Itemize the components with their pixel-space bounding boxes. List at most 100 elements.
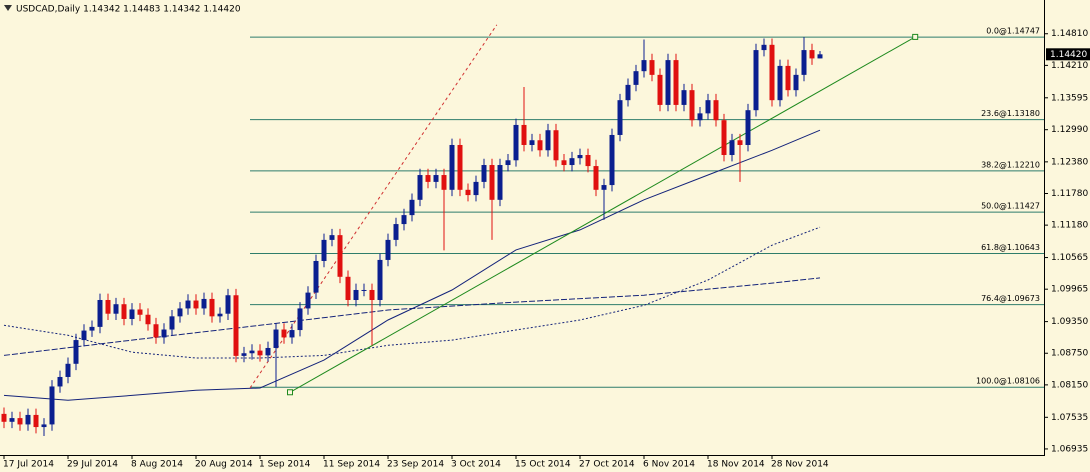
candle-body xyxy=(353,289,359,300)
candle-body xyxy=(457,144,463,190)
y-tick-label: 1.14210 xyxy=(1051,61,1088,71)
overlay-line xyxy=(3,277,821,356)
x-tick-label: 29 Jul 2014 xyxy=(67,460,118,470)
header-icon xyxy=(4,5,12,11)
candle-body xyxy=(49,386,55,425)
x-tick-label: 28 Nov 2014 xyxy=(771,460,829,470)
x-tick-label: 20 Aug 2014 xyxy=(195,460,253,470)
x-tick-label: 11 Sep 2014 xyxy=(323,460,380,470)
candle-body xyxy=(481,165,487,182)
candle-body xyxy=(569,158,575,166)
candle-body xyxy=(657,74,663,105)
candle-body xyxy=(665,60,671,105)
y-tick-label: 1.13595 xyxy=(1051,93,1088,103)
candle-body xyxy=(737,140,743,145)
candle-body xyxy=(297,308,303,331)
candle-body xyxy=(521,124,527,145)
overlay-line xyxy=(249,24,498,389)
x-tick-label: 18 Nov 2014 xyxy=(707,460,765,470)
candle-body xyxy=(113,304,119,314)
candle-body xyxy=(473,181,479,196)
candle-body xyxy=(593,166,599,190)
candle-body xyxy=(689,90,695,121)
candle-body xyxy=(153,324,159,338)
y-tick-label: 1.11780 xyxy=(1051,189,1088,199)
candle-body xyxy=(753,50,759,111)
candle-body xyxy=(545,130,551,151)
overlay-line xyxy=(3,226,821,359)
y-tick-label: 1.10565 xyxy=(1051,253,1088,263)
candle-body xyxy=(449,144,455,190)
candle-body xyxy=(761,44,767,51)
candle-body xyxy=(713,100,719,121)
candle-body xyxy=(401,215,407,225)
candle-body xyxy=(65,363,71,377)
x-tick-label: 6 Nov 2014 xyxy=(643,460,695,470)
candle-body xyxy=(721,120,727,156)
candle-body xyxy=(641,60,647,72)
x-tick-label: 3 Oct 2014 xyxy=(451,460,501,470)
candle-body xyxy=(745,110,751,145)
candle-body xyxy=(385,239,391,260)
candle-body xyxy=(313,260,319,293)
candle-body xyxy=(81,330,87,341)
candle-body xyxy=(1,413,7,422)
y-tick-label: 1.11180 xyxy=(1051,221,1088,231)
y-tick-label: 1.08750 xyxy=(1051,349,1088,359)
candle-body xyxy=(529,140,535,145)
y-tick-label: 1.08150 xyxy=(1051,380,1088,390)
candle-body xyxy=(377,259,383,300)
candle-body xyxy=(265,347,271,356)
candle-body xyxy=(537,140,543,151)
y-tick-label: 1.09350 xyxy=(1051,317,1088,327)
candle-body xyxy=(9,418,15,422)
candle-body xyxy=(289,330,295,338)
fib-label: 76.4@1.09673 xyxy=(981,294,1040,303)
candle-body xyxy=(809,50,815,59)
candle-body xyxy=(89,326,95,331)
candle-body xyxy=(697,113,703,121)
candle-body xyxy=(345,276,351,300)
x-tick-label: 1 Sep 2014 xyxy=(259,460,311,470)
candle-body xyxy=(801,50,807,75)
candle-body xyxy=(409,199,415,216)
candle-body xyxy=(393,224,399,240)
candle-body xyxy=(553,130,559,161)
candle-body xyxy=(105,299,111,314)
candle-body xyxy=(121,304,127,319)
candle-body xyxy=(577,155,583,159)
x-tick-label: 17 Jul 2014 xyxy=(3,460,54,470)
candle-body xyxy=(585,155,591,167)
candle-body xyxy=(185,300,191,309)
candle-body xyxy=(25,414,31,425)
candle-body xyxy=(137,309,143,315)
trend-anchor xyxy=(287,389,293,396)
candle-body xyxy=(233,295,239,356)
last-price-box xyxy=(1046,48,1090,61)
candle-body xyxy=(617,100,623,135)
candle-body xyxy=(513,124,519,161)
candle-body xyxy=(649,60,655,75)
candle-body xyxy=(625,84,631,101)
candle-body xyxy=(73,340,79,364)
candle-body xyxy=(417,175,423,200)
candle-body xyxy=(561,160,567,166)
y-tick-label: 1.12990 xyxy=(1051,125,1088,135)
fib-label: 100.0@1.08106 xyxy=(976,377,1040,386)
candle-body xyxy=(705,100,711,114)
candle-body xyxy=(161,329,167,338)
candle-body xyxy=(145,314,151,325)
candle-body xyxy=(17,418,23,425)
candle-body xyxy=(497,165,503,200)
candle-body xyxy=(489,165,495,200)
chart-header: USDCAD,Daily 1.14342 1.14483 1.14342 1.1… xyxy=(16,5,241,15)
candle-body xyxy=(201,298,207,309)
overlay-line xyxy=(3,129,821,401)
fib-label: 0.0@1.14747 xyxy=(986,27,1040,36)
candle-body xyxy=(249,350,255,354)
candle-body xyxy=(329,235,335,240)
candle-body xyxy=(257,350,263,356)
candle-body xyxy=(241,353,247,356)
candle-body xyxy=(57,376,63,387)
